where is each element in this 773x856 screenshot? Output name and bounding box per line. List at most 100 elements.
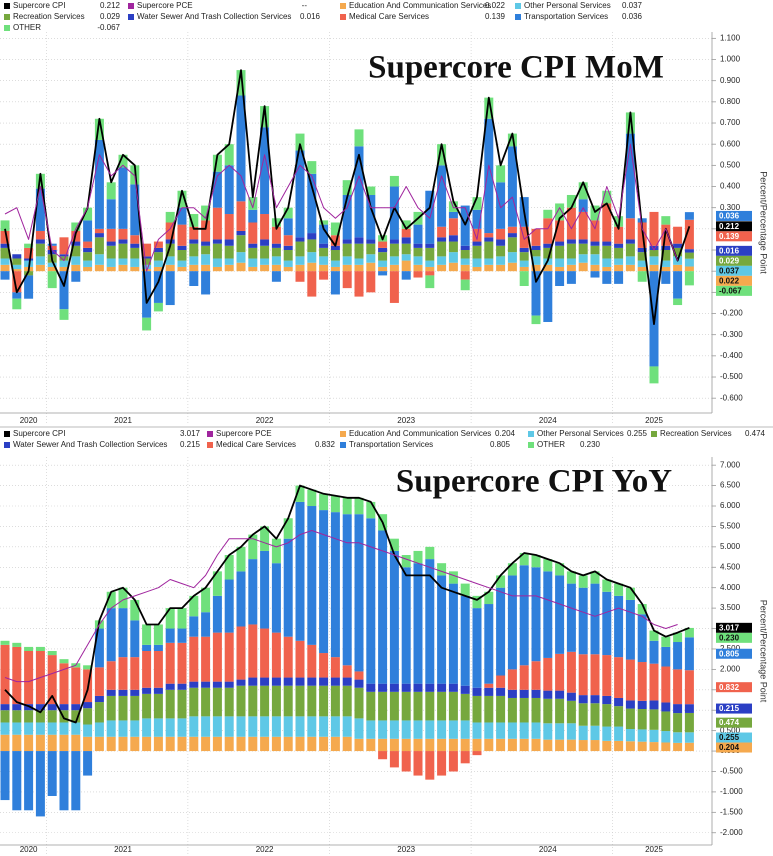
value-tag-box	[716, 285, 752, 296]
bar-segment	[106, 695, 116, 721]
bar-segment	[566, 651, 576, 693]
bar-segment	[118, 689, 128, 696]
bar-segment	[354, 687, 364, 719]
bar-segment	[118, 258, 128, 265]
bar-segment	[12, 298, 22, 310]
bar-segment	[71, 264, 81, 272]
bar-segment	[578, 211, 588, 240]
bar-segment	[319, 243, 329, 248]
legend-label: Medical Care Services	[349, 12, 429, 21]
bar-segment	[484, 683, 494, 688]
bar-segment	[248, 247, 258, 259]
bar-segment	[201, 687, 211, 717]
bar-segment	[637, 604, 647, 615]
bar-segment	[307, 489, 317, 507]
legend-label: Water Sewer And Trash Collection Service…	[13, 440, 167, 449]
y-tick-label: -0.300	[720, 330, 743, 339]
bar-segment	[519, 722, 529, 739]
bar-segment	[566, 207, 576, 240]
bar-segment	[47, 655, 57, 705]
value-tag-label: 0.230	[719, 633, 740, 642]
bar-segment	[271, 677, 281, 686]
bar-segment	[425, 546, 435, 560]
bar-segment	[460, 738, 470, 752]
y-tick-label: 5.500	[720, 522, 741, 531]
value-tag: 0.215	[716, 703, 752, 714]
bar-segment	[578, 587, 588, 655]
bar-segment	[271, 538, 281, 564]
bar-segment	[389, 271, 399, 303]
bar-segment	[236, 95, 246, 202]
bar-segment	[484, 738, 494, 752]
bar-segment	[484, 237, 494, 242]
legend-label: Education And Communication Services	[349, 429, 491, 438]
bar-segment	[578, 262, 588, 272]
bar-segment	[224, 555, 234, 580]
bar-segment	[684, 219, 694, 250]
bar-segment	[566, 700, 576, 724]
bar-segment	[12, 722, 22, 735]
bar-segment	[24, 247, 34, 259]
value-tag-box	[716, 742, 752, 753]
bar-segment	[484, 258, 494, 265]
bar-segment	[566, 264, 576, 272]
bar-segment	[484, 97, 494, 119]
bar-segment	[673, 632, 683, 643]
bar-segment	[649, 250, 659, 257]
bar-segment	[448, 211, 458, 219]
bar-segment	[625, 239, 635, 244]
bar-segment	[684, 670, 694, 705]
bar-segment	[649, 264, 659, 272]
bar-segment	[307, 161, 317, 174]
bar-segment	[59, 722, 69, 735]
legend-label: Education And Communication Services	[349, 1, 491, 10]
bar-segment	[637, 741, 647, 752]
bar-segment	[177, 224, 187, 246]
bar-segment	[637, 252, 647, 261]
bar-segment	[212, 243, 222, 259]
bar-segment	[165, 689, 175, 719]
bar-segment	[283, 736, 293, 752]
bar-segment	[142, 264, 152, 270]
bar-segment	[153, 644, 163, 651]
bar-segment	[35, 734, 45, 752]
bar-segment	[59, 266, 69, 272]
bar-segment	[94, 667, 104, 696]
bar-segment	[413, 224, 423, 244]
bar-segment	[24, 651, 34, 705]
bar-segment	[472, 722, 482, 739]
y-tick-label: 2.500	[720, 644, 741, 653]
bar-segment	[24, 734, 34, 752]
bar-segment	[507, 563, 517, 576]
bar-segment	[413, 247, 423, 257]
bar-segment	[460, 264, 470, 272]
bar-segment	[330, 495, 340, 513]
bar-segment	[366, 254, 376, 263]
bar-segment	[319, 677, 329, 686]
bar-segment	[484, 233, 494, 238]
bar-segment	[106, 199, 116, 229]
bar-segment	[319, 264, 329, 272]
legend-label: Supercore PCE	[137, 1, 193, 10]
bar-segment	[295, 501, 305, 641]
bar-segment	[507, 133, 517, 147]
bar-segment	[260, 628, 270, 678]
x-tick-label: 2023	[397, 416, 415, 425]
bar-segment	[437, 683, 447, 692]
bar-segment	[460, 720, 470, 739]
bar-segment	[130, 258, 140, 267]
bar-segment	[271, 256, 281, 265]
bar-segment	[472, 209, 482, 229]
bar-segment	[661, 266, 671, 272]
bar-segment	[389, 538, 399, 551]
bar-segment	[460, 583, 470, 596]
bar-segment	[590, 695, 600, 704]
bar-segment	[590, 571, 600, 584]
bar-segment	[142, 718, 152, 737]
bar-segment	[484, 241, 494, 259]
y-tick-label: 7.000	[720, 460, 741, 469]
bar-segment	[507, 146, 517, 227]
value-tag: 0.474	[716, 717, 752, 728]
bar-segment	[484, 118, 494, 234]
